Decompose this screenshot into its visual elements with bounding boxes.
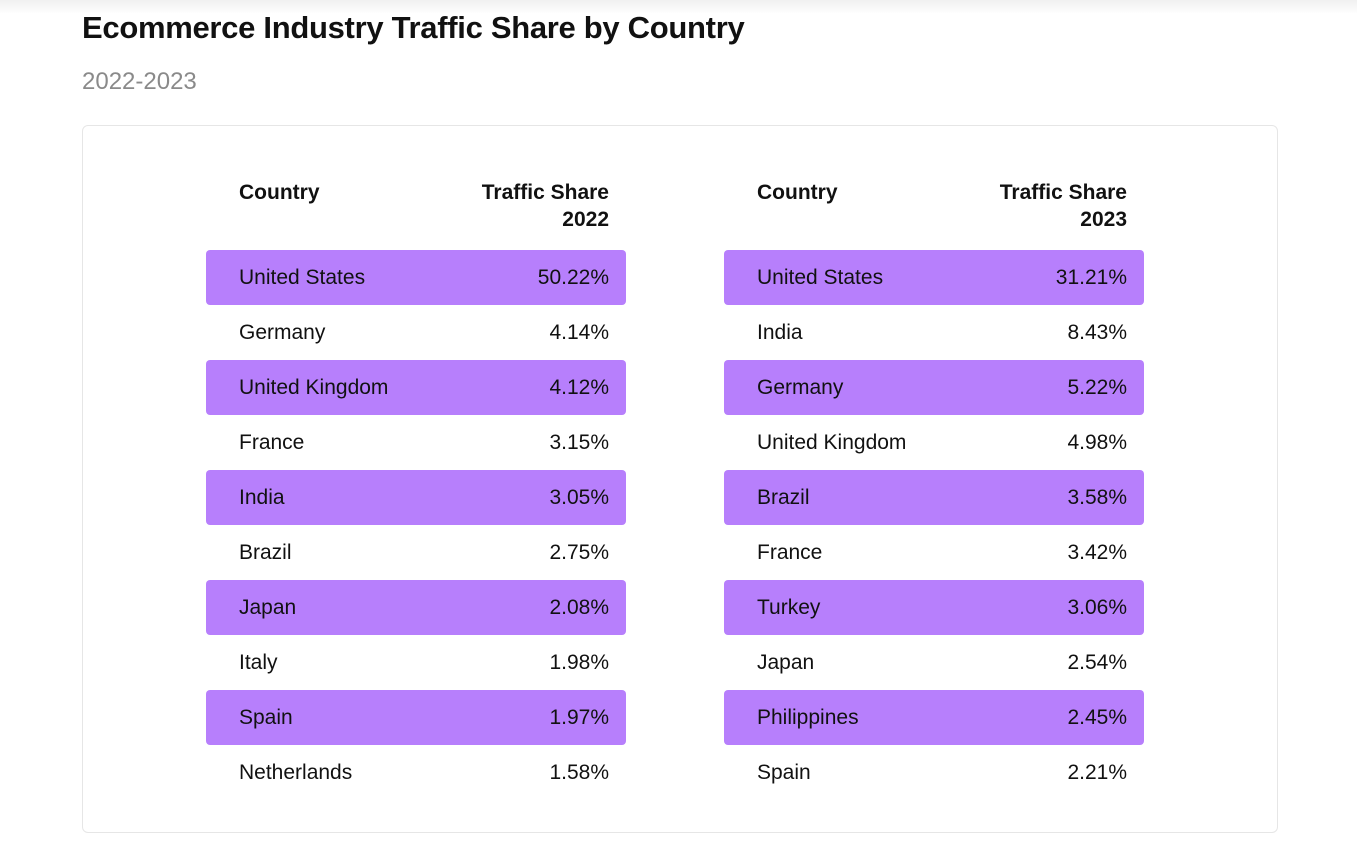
table-row: Spain 1.97% [206, 690, 626, 745]
table-row: France 3.15% [206, 415, 626, 470]
country-cell: Spain [239, 706, 293, 729]
traffic-share-cell: 4.14% [549, 321, 609, 344]
traffic-share-cell: 4.12% [549, 376, 609, 399]
traffic-table-2022: Country Traffic Share 2022 United States… [206, 175, 626, 800]
column-header-country: Country [239, 181, 320, 204]
table-row: Philippines 2.45% [724, 690, 1144, 745]
table-row: Brazil 3.58% [724, 470, 1144, 525]
table-row: Germany 4.14% [206, 305, 626, 360]
country-cell: Japan [757, 651, 815, 674]
traffic-share-cell: 2.75% [549, 541, 609, 564]
country-cell: Spain [757, 761, 811, 784]
column-header-traffic-share-label: Traffic Share [999, 181, 1127, 204]
traffic-table-2023: Country Traffic Share 2023 United States… [724, 175, 1144, 800]
country-cell: France [239, 431, 305, 454]
country-cell: United Kingdom [757, 431, 907, 454]
traffic-share-cell: 1.98% [549, 651, 609, 674]
table-row: Turkey 3.06% [724, 580, 1144, 635]
table-row: France 3.42% [724, 525, 1144, 580]
traffic-share-cell: 2.45% [1067, 706, 1127, 729]
traffic-share-cell: 1.97% [549, 706, 609, 729]
table-row: United Kingdom 4.12% [206, 360, 626, 415]
country-cell: France [757, 541, 823, 564]
table-row: Japan 2.54% [724, 635, 1144, 690]
traffic-share-cell: 3.42% [1067, 541, 1127, 564]
traffic-share-cell: 2.21% [1067, 761, 1127, 784]
column-header-year: 2022 [562, 208, 609, 231]
country-cell: Brazil [239, 541, 292, 564]
country-cell: Netherlands [239, 761, 353, 784]
table-row: Spain 2.21% [724, 745, 1144, 800]
traffic-share-cell: 31.21% [1055, 266, 1127, 289]
table-row: India 3.05% [206, 470, 626, 525]
traffic-share-cell: 4.98% [1067, 431, 1127, 454]
traffic-share-cell: 1.58% [549, 761, 609, 784]
traffic-share-cell: 8.43% [1067, 321, 1127, 344]
column-header-year: 2023 [1080, 208, 1127, 231]
traffic-share-cell: 2.08% [549, 596, 609, 619]
country-cell: India [757, 321, 803, 344]
column-header-country: Country [757, 181, 838, 204]
country-cell: Turkey [757, 596, 821, 619]
table-row: Germany 5.22% [724, 360, 1144, 415]
table-row: United Kingdom 4.98% [724, 415, 1144, 470]
country-cell: United States [757, 266, 884, 289]
country-cell: Italy [239, 651, 278, 674]
table-row: India 8.43% [724, 305, 1144, 360]
country-cell: Germany [757, 376, 844, 399]
country-cell: United States [239, 266, 366, 289]
table-header: Country Traffic Share 2022 [206, 175, 626, 250]
country-cell: India [239, 486, 285, 509]
country-cell: Philippines [757, 706, 859, 729]
traffic-share-cell: 3.58% [1067, 486, 1127, 509]
column-header-traffic-share: Traffic Share 2022 [482, 179, 609, 233]
traffic-share-cell: 2.54% [1067, 651, 1127, 674]
country-cell: Germany [239, 321, 326, 344]
traffic-share-cell: 3.06% [1067, 596, 1127, 619]
table-body: United States 50.22% Germany 4.14% United Ki… [206, 250, 626, 800]
traffic-share-cell: 3.15% [549, 431, 609, 454]
table-row: Netherlands 1.58% [206, 745, 626, 800]
table-body: United States 31.21% India 8.43% Germany 5.22… [724, 250, 1144, 800]
country-cell: United Kingdom [239, 376, 389, 399]
table-card: Country Traffic Share 2022 United States… [82, 125, 1278, 833]
table-row: United States 50.22% [206, 250, 626, 305]
traffic-share-cell: 5.22% [1067, 376, 1127, 399]
top-shadow [0, 0, 1357, 14]
traffic-share-cell: 3.05% [549, 486, 609, 509]
traffic-share-cell: 50.22% [537, 266, 609, 289]
column-header-traffic-share-label: Traffic Share [481, 181, 609, 204]
column-header-traffic-share: Traffic Share 2023 [1000, 179, 1127, 233]
country-cell: Brazil [757, 486, 810, 509]
table-header: Country Traffic Share 2023 [724, 175, 1144, 250]
table-row: United States 31.21% [724, 250, 1144, 305]
page-title: Ecommerce Industry Traffic Share by Coun… [82, 10, 745, 45]
table-row: Brazil 2.75% [206, 525, 626, 580]
country-cell: Japan [239, 596, 297, 619]
table-row: Italy 1.98% [206, 635, 626, 690]
page-subtitle: 2022-2023 [82, 68, 197, 95]
table-row: Japan 2.08% [206, 580, 626, 635]
